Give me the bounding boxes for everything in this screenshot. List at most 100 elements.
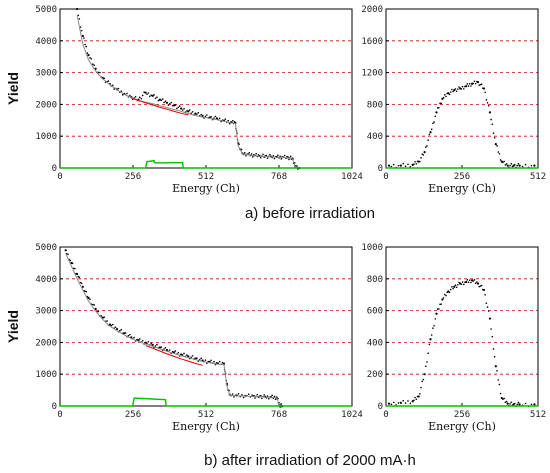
data-point [115, 327, 119, 331]
data-point [100, 315, 103, 317]
data-point [476, 81, 480, 84]
data-point [482, 288, 486, 292]
data-point [476, 282, 480, 285]
data-point [503, 397, 505, 400]
data-point [524, 402, 527, 405]
data-point [451, 88, 453, 91]
data-point [451, 286, 453, 288]
data-point [231, 393, 234, 395]
data-point [476, 281, 478, 283]
data-point [93, 304, 96, 306]
data-point [447, 92, 450, 95]
data-point [449, 288, 452, 291]
data-point [440, 102, 443, 105]
y-tick-label: 2000 [35, 100, 57, 110]
data-point [107, 80, 110, 82]
data-point [172, 104, 176, 107]
data-point [242, 396, 245, 399]
data-point [90, 57, 93, 60]
data-point [200, 357, 202, 360]
data-point [76, 272, 79, 276]
data-point [502, 398, 504, 400]
series-fit [145, 345, 203, 366]
data-point [151, 94, 154, 97]
data-point [97, 310, 100, 313]
data-point [190, 356, 192, 359]
data-point [421, 380, 424, 383]
y-tick-label: 0 [378, 164, 383, 174]
data-point [215, 117, 218, 120]
data-point [490, 118, 492, 121]
series-measured [387, 80, 536, 169]
data-point [177, 106, 180, 109]
y-tick-label: 0 [378, 402, 383, 412]
x-tick-label: 0 [383, 172, 388, 182]
data-point [69, 259, 72, 262]
data-point [488, 317, 492, 320]
data-point [397, 164, 400, 167]
data-point [392, 401, 395, 404]
data-point [188, 109, 191, 111]
data-point [263, 394, 265, 396]
data-point [480, 83, 483, 85]
data-point [224, 118, 227, 120]
data-point [147, 341, 150, 343]
data-point [204, 115, 207, 118]
data-point [504, 164, 507, 166]
data-point [233, 396, 235, 398]
caption-a: a) before irradiation [245, 205, 375, 222]
data-point [460, 283, 463, 285]
data-point [441, 97, 444, 100]
data-point [163, 101, 165, 104]
data-point [79, 281, 82, 284]
data-point [165, 101, 169, 104]
data-point [470, 85, 472, 87]
data-point [121, 94, 124, 96]
data-point [442, 297, 445, 299]
data-point [436, 308, 439, 310]
data-point [423, 373, 426, 376]
data-point [491, 123, 494, 125]
data-point [146, 93, 148, 95]
plot-b-left: 0 1000 2000 3000 4000 5000 0 256 512 768 1024 Energ… [5, 243, 363, 433]
data-point [460, 88, 463, 90]
data-point [254, 397, 256, 399]
y-tick-label: 5000 [35, 243, 57, 253]
data-point [455, 90, 458, 93]
data-point [473, 279, 476, 281]
data-point [455, 286, 458, 289]
data-point [390, 165, 393, 168]
data-point [445, 95, 447, 98]
x-tick-label: 512 [198, 410, 214, 420]
data-point [490, 328, 492, 330]
data-point [465, 280, 468, 284]
data-point [134, 96, 137, 98]
data-point [521, 165, 524, 168]
data-point [251, 156, 254, 158]
data-point [114, 326, 117, 329]
data-point [259, 394, 262, 397]
data-point [457, 284, 459, 286]
x-tick-label: 256 [125, 410, 141, 420]
data-point [415, 163, 418, 165]
data-point [111, 84, 114, 87]
data-point [465, 85, 468, 88]
data-point [274, 398, 277, 400]
data-point [409, 165, 412, 168]
x-axis-label: Energy (Ch) [428, 420, 496, 433]
data-point [467, 281, 470, 284]
x-tick-label: 1024 [341, 410, 363, 420]
data-point [470, 281, 472, 284]
data-point [168, 349, 171, 351]
data-point [123, 332, 126, 335]
data-point [85, 290, 88, 293]
data-point [448, 93, 451, 96]
data-point [120, 328, 123, 331]
data-point [141, 340, 144, 342]
data-point [232, 119, 234, 122]
data-point [210, 115, 212, 118]
series-simulated [65, 253, 283, 407]
data-point [472, 280, 475, 282]
data-point [267, 397, 270, 400]
data-point [265, 154, 268, 157]
